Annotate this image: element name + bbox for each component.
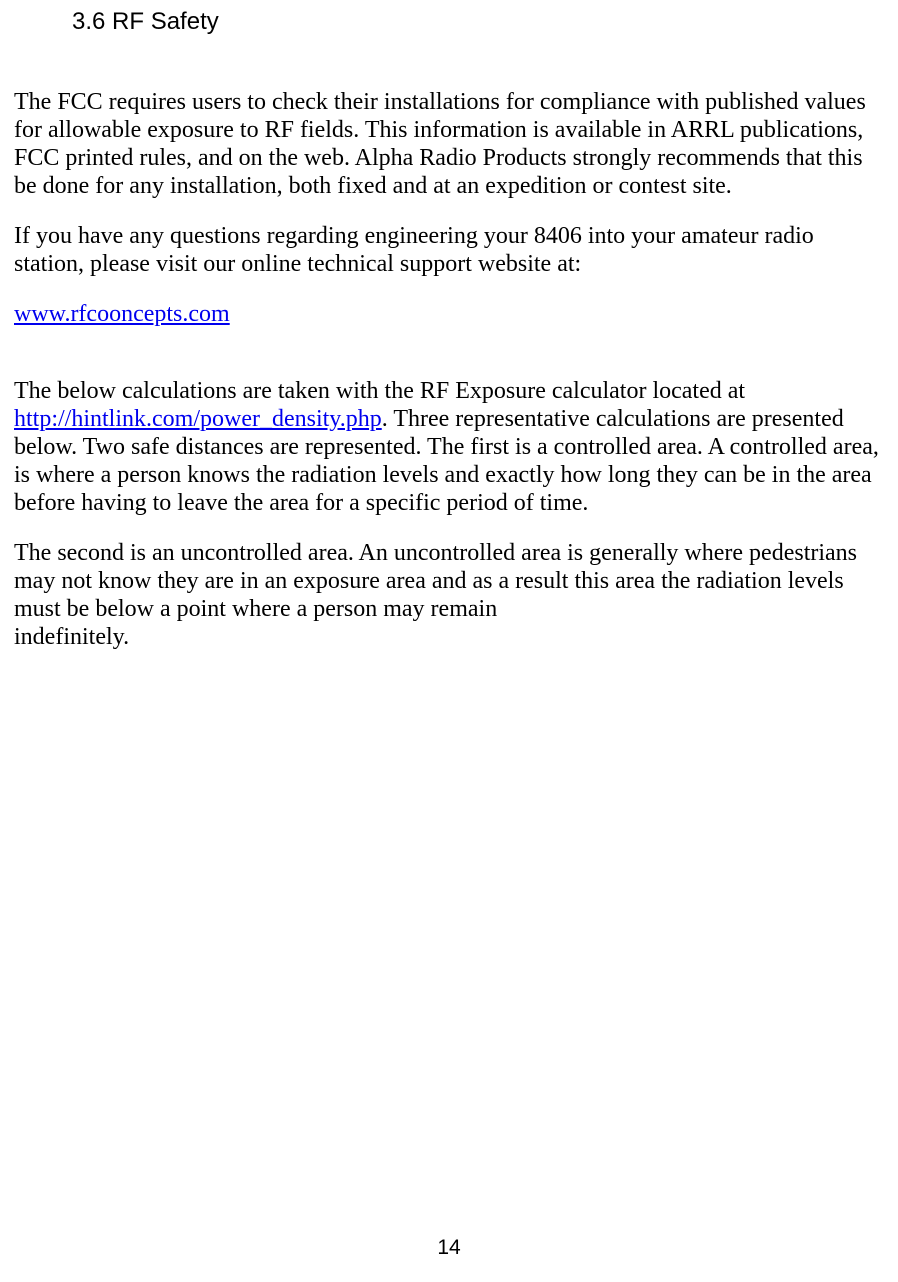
paragraph-calculations: The below calculations are taken with th… <box>14 377 884 517</box>
page-content: 3.6 RF Safety The FCC requires users to … <box>0 0 898 651</box>
link-paragraph-1: www.rfcooncepts.com <box>14 300 884 328</box>
paragraph-uncontrolled-last: indefinitely. <box>14 623 884 651</box>
page-number: 14 <box>0 1236 898 1260</box>
paragraph-fcc: The FCC requires users to check their in… <box>14 88 884 200</box>
section-heading: 3.6 RF Safety <box>72 8 884 36</box>
paragraph-questions: If you have any questions regarding engi… <box>14 222 884 278</box>
rfconcepts-link[interactable]: www.rfcooncepts.com <box>14 301 230 327</box>
paragraph-uncontrolled: The second is an uncontrolled area. An u… <box>14 539 884 623</box>
hintlink-link[interactable]: http://hintlink.com/power_density.php <box>14 406 382 432</box>
p3-pre-text: The below calculations are taken with th… <box>14 378 745 404</box>
